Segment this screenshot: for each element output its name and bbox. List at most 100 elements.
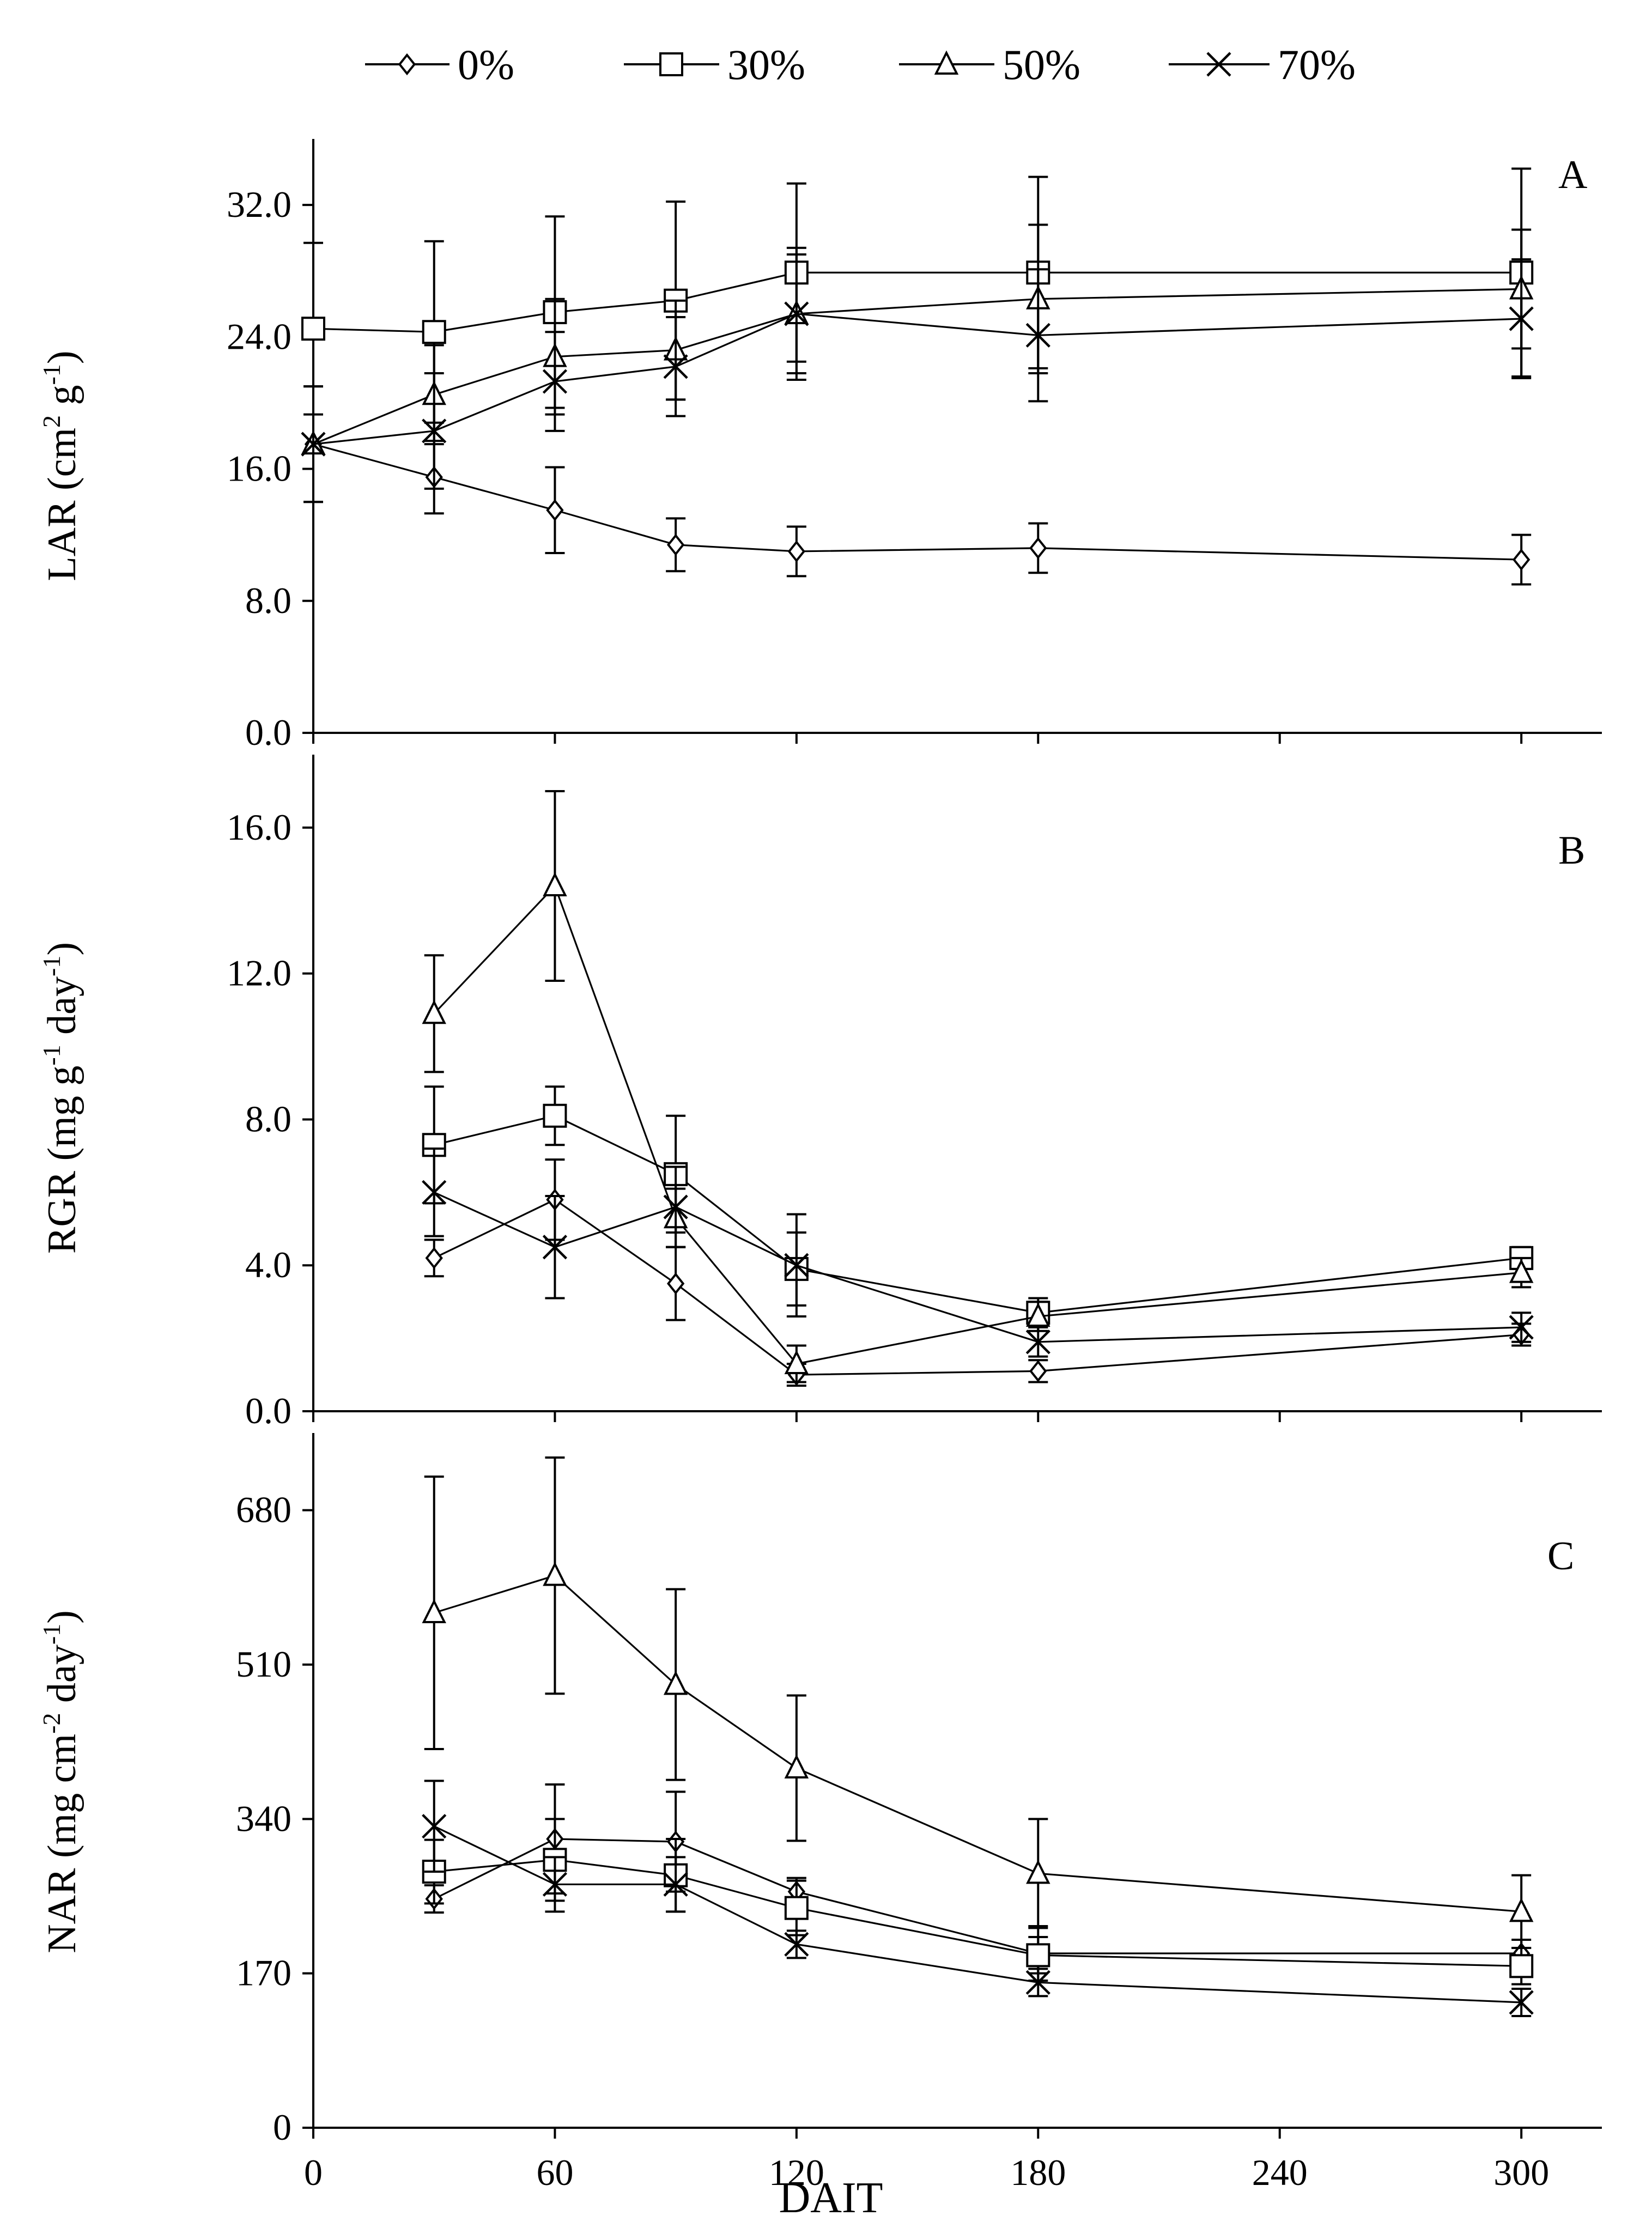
legend-entry-2: 50% [899, 41, 1080, 88]
data-point [546, 499, 564, 521]
y-axis-label-part: day [40, 976, 84, 1045]
data-point [543, 1562, 567, 1586]
data-point [1025, 323, 1050, 348]
series-cross [422, 1148, 1534, 1358]
marker-cross-stroke [422, 418, 447, 444]
data-point [422, 418, 447, 444]
legend-marker-square [659, 52, 683, 76]
data-point [1509, 1259, 1534, 1283]
data-point [663, 354, 688, 379]
legend-label: 30% [727, 41, 805, 88]
y-axis-label-part: ) [40, 350, 84, 364]
series-triangle [422, 1456, 1534, 1949]
marker-cross-stroke [1025, 1329, 1050, 1355]
series-cross [422, 1780, 1534, 2017]
x-tick-label: 240 [1252, 2152, 1308, 2193]
series-line [434, 1574, 1522, 1913]
y-tick-label: 170 [236, 1952, 291, 1994]
marker-cross-stroke [1509, 1990, 1534, 2015]
series-line [434, 1191, 1522, 1343]
data-point [1026, 1859, 1050, 1884]
legend-marker-shape [1206, 52, 1231, 77]
marker-cross-stroke [663, 1872, 688, 1897]
y-axis-label-sup: -2 [38, 1713, 65, 1734]
data-point [542, 1872, 568, 1897]
marker-cross-stroke [784, 1253, 809, 1278]
data-point [422, 1180, 447, 1205]
y-tick-label: 32.0 [227, 184, 291, 225]
legend: 0% 30% 50% 70% [365, 41, 1356, 88]
data-point [422, 999, 446, 1024]
data-point [1029, 537, 1047, 560]
y-axis-label-part: g [40, 385, 84, 415]
y-tick-label: 8.0 [245, 580, 291, 621]
data-point [1026, 1302, 1050, 1327]
series-line [313, 271, 1522, 333]
series-line [433, 884, 1522, 1365]
x-axis-label: DAIT [779, 2174, 883, 2222]
legend-label: 0% [458, 41, 514, 88]
y-axis-label-part: NAR (mg cm [40, 1734, 84, 1953]
panel-a: A LAR (cm2 g-1) 0.0 8.0 16.0 24.0 32.0 [38, 139, 1602, 753]
marker-cross-stroke [1206, 52, 1231, 77]
y-axis-label-part: ) [40, 942, 84, 956]
data-point [422, 320, 446, 344]
y-axis-label: LAR (cm2 g-1) [38, 350, 84, 581]
panel-letter: A [1558, 153, 1587, 197]
data-point [422, 1599, 446, 1623]
legend-marker-cross [1206, 52, 1231, 77]
y-axis-label-sup: -1 [38, 956, 65, 976]
data-point [425, 1247, 443, 1270]
legend-entry-0: 0% [365, 41, 514, 88]
y-axis-label-part: ) [40, 1610, 84, 1624]
data-point [542, 369, 568, 394]
series-line [434, 1859, 1522, 1967]
series-square [301, 167, 1534, 424]
panel-letter: B [1558, 828, 1585, 873]
y-axis-label-sup: -1 [38, 1045, 65, 1065]
marker-cross-stroke [542, 1872, 568, 1897]
series-cross [301, 253, 1534, 503]
series-triangle [301, 223, 1534, 503]
data-point [666, 1272, 685, 1295]
legend-marker-shape [659, 52, 683, 76]
series-line [434, 1838, 1522, 1954]
marker-cross-stroke [784, 301, 809, 326]
data-point [1026, 1943, 1050, 1968]
series-triangle [422, 790, 1534, 1383]
data-point [666, 533, 685, 556]
legend-marker-triangle [934, 50, 959, 75]
series-line [434, 1198, 1522, 1376]
series-diamond [303, 385, 1532, 586]
marker-cross-stroke [1025, 323, 1050, 348]
legend-entry-3: 70% [1169, 41, 1356, 88]
legend-entry-1: 30% [624, 41, 805, 88]
data-point [663, 1872, 688, 1897]
legend-marker-shape [398, 53, 416, 76]
y-axis-label: RGR (mg g-1 day-1) [38, 942, 84, 1254]
data-point [301, 432, 326, 457]
marker-cross-stroke [1509, 1315, 1534, 1340]
data-point [1025, 1329, 1050, 1355]
y-tick-label: 4.0 [245, 1244, 291, 1285]
y-tick-label: 16.0 [227, 448, 291, 489]
marker-cross-stroke [542, 369, 568, 394]
y-tick-label: 680 [236, 1489, 291, 1531]
legend-marker-shape [934, 50, 959, 75]
series-line [313, 288, 1522, 445]
marker-cross-stroke [422, 1180, 447, 1205]
series-square [422, 1085, 1534, 1329]
y-tick-label: 0.0 [245, 712, 291, 753]
panel-letter: C [1547, 1534, 1574, 1579]
data-point [1509, 306, 1534, 331]
y-tick-label: 0.0 [245, 1390, 291, 1431]
series-diamond [424, 1783, 1532, 1982]
data-point [1509, 1990, 1534, 2015]
data-point [787, 540, 806, 563]
data-point [784, 301, 809, 326]
y-tick-label: 340 [236, 1798, 291, 1839]
data-point [422, 1814, 447, 1839]
data-point [663, 1671, 688, 1695]
panel-c: C NAR (mg cm-2 day-1) DAIT 0 170 340 510 680… [38, 1433, 1602, 2222]
